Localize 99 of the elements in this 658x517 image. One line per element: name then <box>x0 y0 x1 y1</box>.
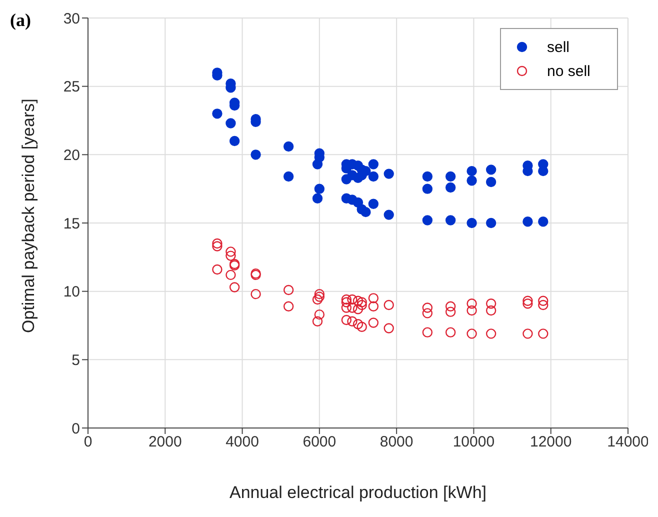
point <box>368 198 379 209</box>
point <box>538 296 548 306</box>
point <box>314 288 325 300</box>
point <box>341 297 352 308</box>
point <box>283 141 294 152</box>
point <box>212 241 222 252</box>
x-tick-label: 8000 <box>380 434 414 451</box>
y-tick-label: 25 <box>63 78 80 96</box>
point <box>341 294 352 305</box>
point <box>312 316 323 326</box>
point <box>466 298 477 309</box>
point <box>250 150 261 160</box>
point <box>352 296 364 306</box>
y-tick-label: 5 <box>72 352 80 369</box>
chart-title: (a) <box>10 10 31 31</box>
point <box>341 314 352 326</box>
y-tick-label: 10 <box>63 284 80 301</box>
point <box>445 182 456 193</box>
point <box>445 171 456 182</box>
point <box>538 328 548 339</box>
point <box>229 136 240 146</box>
point <box>212 108 222 119</box>
point <box>384 323 394 334</box>
point <box>368 301 379 312</box>
x-axis-title: Annual electrical production [kWh] <box>229 483 487 502</box>
point <box>314 184 325 194</box>
y-tick-label: 20 <box>63 146 80 164</box>
point <box>368 159 379 170</box>
point <box>522 328 533 339</box>
point <box>314 309 325 320</box>
x-tick-label: 14000 <box>607 434 649 451</box>
point <box>341 302 352 313</box>
point <box>356 322 367 332</box>
point <box>538 216 548 227</box>
point <box>384 168 394 179</box>
point <box>226 118 236 128</box>
point <box>283 301 294 312</box>
point <box>384 300 394 310</box>
point <box>368 293 379 304</box>
point <box>356 297 367 308</box>
point <box>384 210 394 220</box>
point <box>422 308 433 318</box>
point <box>212 238 222 249</box>
point <box>347 302 358 313</box>
point <box>486 218 496 228</box>
point <box>538 300 548 310</box>
point <box>312 294 323 305</box>
point <box>466 166 477 176</box>
y-tick-label: 15 <box>63 215 80 232</box>
x-tick-label: 12000 <box>530 434 572 451</box>
point <box>347 316 358 326</box>
x-tick-label: 2000 <box>148 434 182 451</box>
y-axis-title: Optimal payback period [years] <box>19 98 38 333</box>
point <box>522 298 533 309</box>
point <box>445 327 456 338</box>
point <box>466 218 477 228</box>
legend-label: sell <box>547 38 570 56</box>
point <box>522 216 533 227</box>
point <box>486 298 496 309</box>
x-tick-label: 4000 <box>226 434 259 451</box>
point <box>368 318 379 328</box>
point <box>356 300 367 310</box>
point <box>422 327 433 338</box>
point <box>422 302 433 313</box>
y-tick-label: 0 <box>72 420 80 438</box>
point <box>229 282 240 292</box>
point <box>486 328 496 339</box>
point <box>466 305 477 316</box>
y-tick-label: 30 <box>63 10 80 28</box>
point <box>347 294 358 305</box>
point <box>352 304 364 314</box>
point <box>422 215 433 226</box>
point <box>445 306 456 317</box>
point <box>314 292 325 302</box>
point <box>226 250 236 261</box>
x-tick-label: 6000 <box>302 434 336 451</box>
x-tick-label: 10000 <box>452 434 495 451</box>
point <box>226 270 236 280</box>
point <box>422 184 433 194</box>
point <box>466 328 477 339</box>
point <box>486 305 496 316</box>
point <box>283 284 294 296</box>
legend-label: no sell <box>547 62 590 80</box>
point <box>445 215 456 226</box>
point <box>368 171 379 182</box>
point <box>250 288 261 300</box>
point <box>522 296 533 306</box>
point <box>486 176 496 188</box>
point <box>360 206 371 218</box>
point <box>486 164 496 175</box>
point <box>466 176 477 186</box>
point <box>283 171 294 182</box>
point <box>212 264 222 275</box>
point <box>352 319 364 330</box>
point <box>445 301 456 312</box>
x-tick-label: 0 <box>84 434 92 451</box>
point <box>422 171 433 182</box>
point <box>312 193 323 204</box>
point <box>226 246 236 257</box>
